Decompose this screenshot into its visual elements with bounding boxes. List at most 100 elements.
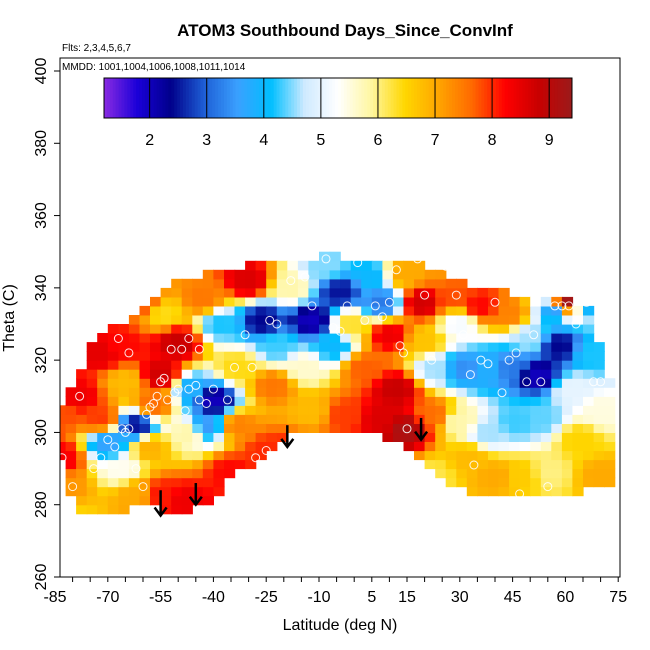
heatmap-cell <box>118 441 130 452</box>
heatmap-cell <box>488 477 500 488</box>
colorbar-swatch <box>130 78 134 118</box>
x-tick-label: 45 <box>504 589 522 606</box>
colorbar-swatch <box>370 78 374 118</box>
heatmap-cell <box>319 378 331 388</box>
colorbar-swatch <box>498 78 503 118</box>
heatmap-cell <box>488 396 500 406</box>
heatmap-cell <box>530 477 542 488</box>
heatmap-cell <box>107 360 119 370</box>
heatmap-cell <box>234 450 246 461</box>
heatmap-cell <box>150 315 162 325</box>
heatmap-cell <box>181 278 193 289</box>
heatmap-cell <box>361 315 373 325</box>
sample-marker <box>230 362 239 372</box>
heatmap-cell <box>224 450 236 461</box>
sample-marker <box>395 341 405 351</box>
heatmap-cell <box>382 396 394 406</box>
heatmap-cell <box>276 305 288 316</box>
heatmap-cell <box>266 414 278 424</box>
heatmap-cell <box>583 459 595 470</box>
heatmap-cell <box>181 378 193 388</box>
colorbar-swatch <box>139 78 143 118</box>
heatmap-cell <box>456 432 468 442</box>
heatmap-cell <box>604 414 616 424</box>
heatmap-cell <box>276 396 288 406</box>
colorbar-swatch <box>235 78 240 118</box>
heatmap-cell <box>107 342 119 352</box>
heatmap-cell <box>561 441 574 452</box>
heatmap-cell <box>276 378 288 388</box>
heatmap-cell <box>76 396 88 406</box>
heatmap-cell <box>382 315 394 325</box>
heatmap-cell <box>551 387 563 397</box>
heatmap-cell <box>509 387 521 397</box>
heatmap-cell <box>424 324 436 334</box>
heatmap-cell <box>266 305 278 316</box>
heatmap-cell <box>245 441 257 452</box>
heatmap-cell <box>509 351 521 361</box>
heatmap-cell <box>65 468 77 479</box>
heatmap-cell <box>97 351 109 361</box>
heatmap-cell <box>171 486 183 497</box>
heatmap-cell <box>97 450 109 461</box>
heatmap-cell <box>276 414 288 424</box>
heatmap-cell <box>139 315 151 325</box>
x-axis: -85 -70 -55 -40 -25 -10 5 15 30 45 60 75 <box>43 577 627 606</box>
colorbar-swatch <box>536 78 541 118</box>
heatmap-cell <box>150 351 162 361</box>
heatmap-cell <box>604 441 616 452</box>
heatmap-cell <box>287 324 299 334</box>
heatmap-cell <box>213 387 225 397</box>
heatmap-cell <box>297 296 310 307</box>
heatmap-cell <box>86 486 98 497</box>
heatmap-cell <box>139 450 151 461</box>
heatmap-cell <box>76 405 88 415</box>
heatmap-cell <box>308 296 320 307</box>
sample-marker <box>251 453 261 463</box>
heatmap-cell <box>76 486 88 497</box>
heatmap-cell <box>551 360 563 370</box>
heatmap-cell <box>86 351 98 361</box>
heatmap-cell <box>583 315 595 325</box>
heatmap-cell <box>160 432 172 442</box>
heatmap-cell <box>255 324 267 334</box>
heatmap-cell <box>340 351 352 361</box>
heatmap-cell <box>530 459 542 470</box>
heatmap-cell <box>65 450 77 461</box>
heatmap-cell <box>97 459 109 470</box>
heatmap-cell <box>107 477 119 488</box>
sample-marker <box>307 301 317 311</box>
heatmap-cell <box>424 342 436 352</box>
heatmap-cell <box>540 369 552 379</box>
x-tick-label: 15 <box>398 589 416 606</box>
heatmap-cell <box>107 369 119 379</box>
plot-frame <box>59 57 621 578</box>
heatmap-cell <box>392 296 405 307</box>
heatmap-cell <box>350 315 362 325</box>
heatmap-cell <box>287 296 299 307</box>
heatmap-cell <box>392 378 405 388</box>
heatmap-cell <box>255 378 267 388</box>
colorbar-tick-label: 5 <box>316 132 325 149</box>
colorbar-swatch <box>215 78 219 118</box>
heatmap-cell <box>65 414 77 424</box>
heatmap-cell <box>76 369 88 379</box>
heatmap-cell <box>107 459 119 470</box>
heatmap-cell <box>213 305 225 316</box>
heatmap-cell <box>319 315 331 325</box>
heatmap-cell <box>466 296 478 307</box>
heatmap-cell <box>435 432 447 442</box>
heatmap-cell <box>118 414 130 424</box>
heatmap-cell <box>287 360 299 370</box>
sample-marker <box>152 391 162 401</box>
colorbar-swatch <box>226 78 231 118</box>
y-tick-label: 260 <box>33 564 50 591</box>
heatmap-cell <box>498 414 510 424</box>
heatmap-cell <box>202 423 214 433</box>
heatmap-cell <box>319 305 331 316</box>
heatmap-cell <box>171 459 183 470</box>
colorbar-swatch <box>162 78 166 118</box>
heatmap-cell <box>403 278 415 289</box>
heatmap-cell <box>118 351 130 361</box>
heatmap-cell <box>287 378 299 388</box>
